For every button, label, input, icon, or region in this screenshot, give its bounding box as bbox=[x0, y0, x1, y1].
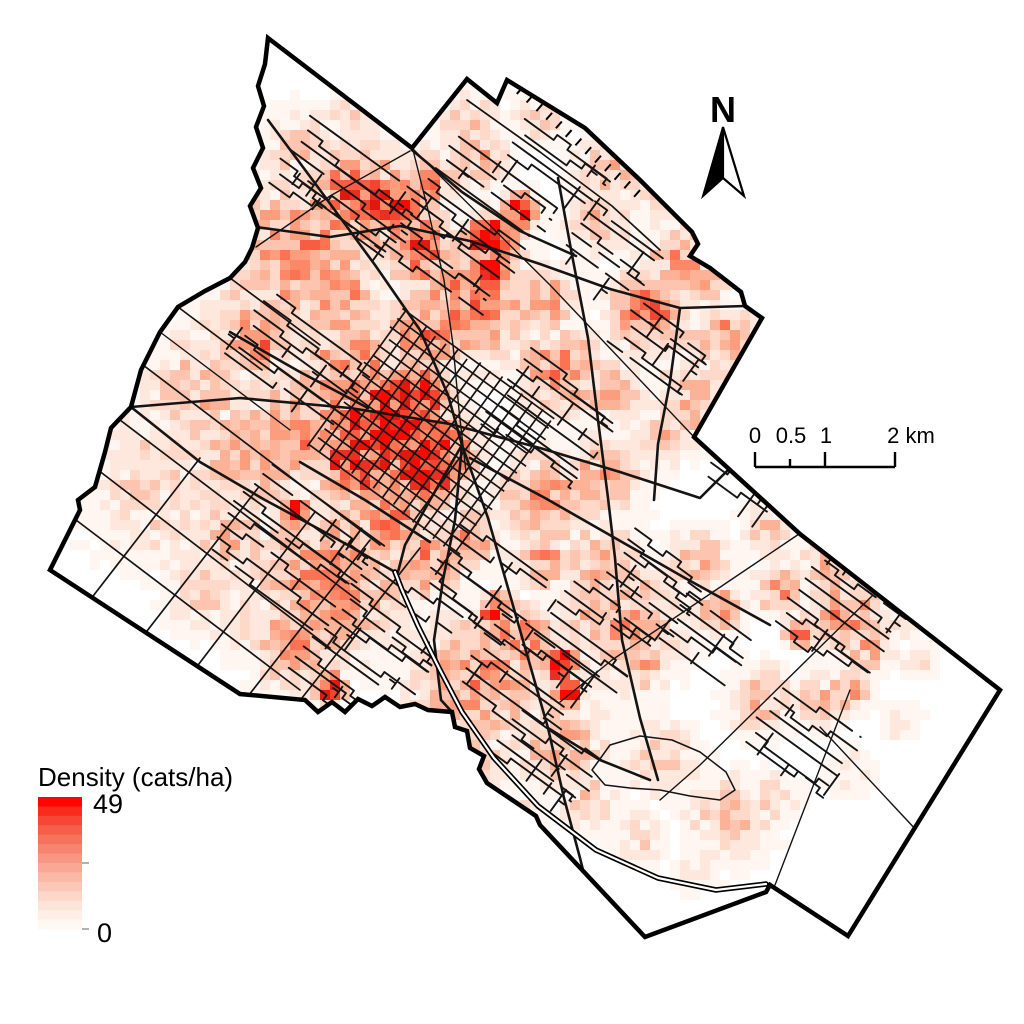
legend-title: Density (cats/ha) bbox=[38, 762, 233, 792]
scale-bar: 0 0.5 1 2 km bbox=[749, 423, 935, 469]
density-raster-layer bbox=[50, 80, 940, 900]
north-arrow: N bbox=[701, 89, 747, 200]
boundary-hatch-marks bbox=[516, 86, 641, 198]
scale-label-0: 0 bbox=[749, 423, 761, 448]
scale-label-0-5: 0.5 bbox=[776, 423, 807, 448]
highway-layer bbox=[392, 569, 769, 893]
north-arrow-right-half bbox=[721, 126, 747, 200]
scale-label-1: 1 bbox=[820, 423, 832, 448]
residential-streets-layer bbox=[211, 114, 921, 812]
north-arrow-left-half bbox=[701, 126, 724, 200]
city-boundary-outline bbox=[47, 33, 1003, 940]
legend-max-value: 49 bbox=[93, 789, 123, 819]
legend: Density (cats/ha) 49 0 bbox=[38, 762, 233, 948]
north-arrow-label: N bbox=[710, 89, 736, 130]
legend-min-value: 0 bbox=[97, 918, 112, 948]
scale-bar-lines bbox=[753, 452, 897, 469]
legend-color-ramp bbox=[38, 797, 89, 930]
scale-label-2km: 2 km bbox=[887, 423, 935, 448]
